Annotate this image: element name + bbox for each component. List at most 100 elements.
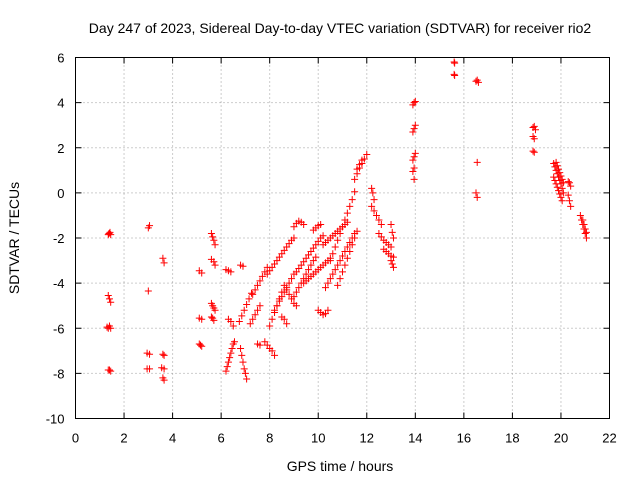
data-point (280, 315, 288, 323)
data-point (451, 72, 459, 80)
x-tick-label: 12 (360, 431, 374, 446)
data-point (370, 196, 378, 204)
data-point (249, 315, 257, 323)
data-point (229, 322, 237, 330)
data-point (227, 349, 235, 357)
data-point (411, 97, 419, 105)
data-point (256, 302, 264, 310)
data-point (410, 99, 418, 107)
data-point (285, 290, 293, 298)
data-point (334, 281, 342, 289)
data-point (292, 302, 300, 310)
data-point (372, 211, 380, 219)
data-point (336, 229, 344, 237)
data-point (369, 189, 377, 197)
data-point (409, 156, 417, 164)
data-point (346, 202, 354, 210)
y-tick-label: -4 (53, 276, 65, 291)
data-point (556, 169, 564, 177)
data-point (239, 358, 247, 366)
data-point (564, 178, 572, 186)
x-tick-label: 14 (408, 431, 422, 446)
data-point (254, 281, 262, 289)
data-point (107, 298, 115, 306)
data-point (556, 190, 564, 198)
data-point (146, 350, 154, 358)
data-point (198, 269, 206, 277)
x-tick-labels: 0 2 4 6 8 10 12 14 16 18 20 22 (72, 431, 617, 446)
data-point (530, 122, 538, 130)
data-point (222, 367, 230, 375)
data-point (105, 229, 113, 237)
data-point (210, 236, 218, 244)
data-point (581, 225, 589, 233)
data-point (300, 220, 308, 228)
data-point (243, 301, 251, 309)
data-point (388, 260, 396, 268)
data-point (271, 306, 279, 314)
data-point (388, 228, 396, 236)
data-point (326, 275, 334, 283)
data-point (410, 125, 418, 133)
data-point (292, 288, 300, 296)
y-tick-label: 0 (57, 186, 64, 201)
data-point (211, 241, 219, 249)
data-point (343, 209, 351, 217)
data-point (256, 341, 264, 349)
data-point (389, 234, 397, 242)
data-point (245, 295, 253, 303)
data-point (243, 375, 251, 383)
data-point (268, 315, 276, 323)
y-tick-label: -10 (46, 412, 65, 427)
data-point (107, 231, 115, 239)
data-point (553, 183, 561, 191)
x-tick-label: 4 (169, 431, 176, 446)
data-point (159, 254, 167, 262)
data-point (341, 248, 349, 256)
data-point (370, 207, 378, 215)
x-tick-label: 10 (311, 431, 325, 446)
data-points (103, 58, 590, 384)
data-point (210, 316, 218, 324)
data-point (285, 279, 293, 287)
data-point (312, 253, 320, 261)
data-point (343, 243, 351, 251)
data-point (246, 320, 254, 328)
data-point (411, 121, 419, 129)
plot-frame (75, 57, 610, 419)
chart-title: Day 247 of 2023, Sidereal Day-to-day VTE… (89, 20, 592, 36)
x-tick-label: 2 (120, 431, 127, 446)
data-point (473, 158, 481, 166)
data-point (334, 236, 342, 244)
data-point (550, 173, 558, 181)
data-point (555, 165, 563, 173)
data-point (557, 172, 565, 180)
data-point (565, 197, 573, 205)
data-point (302, 270, 310, 278)
data-point (558, 184, 566, 192)
data-point (251, 311, 259, 319)
data-point (238, 312, 246, 320)
data-point (387, 220, 395, 228)
data-point (107, 367, 115, 375)
data-point (273, 302, 281, 310)
data-point (290, 234, 298, 242)
data-point (355, 161, 363, 169)
data-point (411, 149, 419, 157)
data-point (258, 272, 266, 280)
data-point (105, 366, 113, 374)
data-point (576, 211, 584, 219)
data-point (410, 175, 418, 183)
data-point (387, 257, 395, 265)
data-point (555, 187, 563, 195)
data-point (339, 252, 346, 260)
data-point (209, 233, 217, 241)
x-tick-label: 18 (505, 431, 519, 446)
data-point (351, 229, 359, 237)
data-point (317, 220, 325, 228)
data-point (211, 261, 219, 269)
data-point (567, 202, 575, 210)
data-point (230, 338, 238, 346)
data-point (375, 216, 383, 224)
